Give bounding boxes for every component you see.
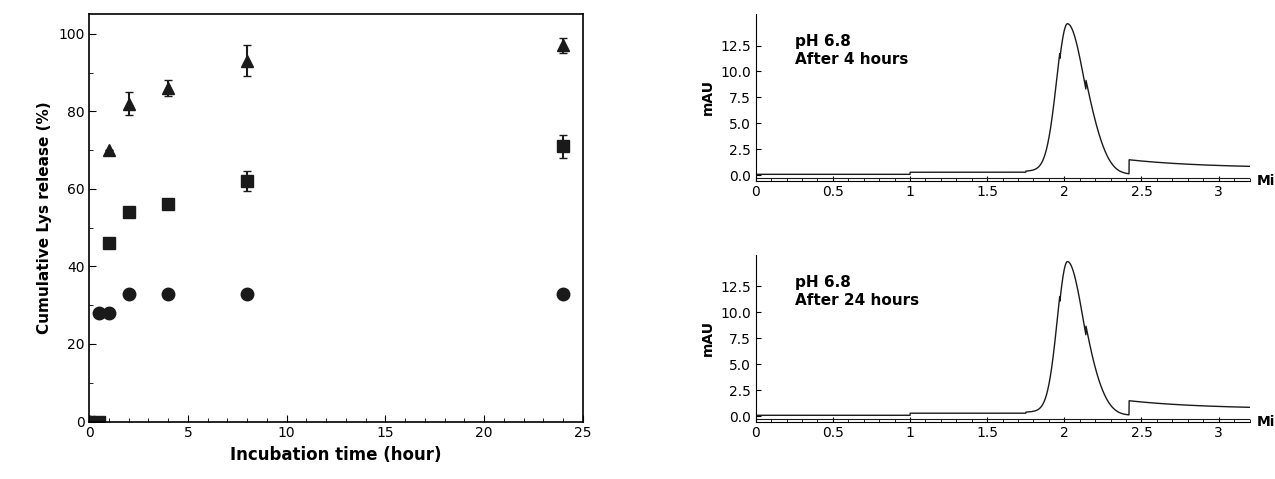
Text: Min: Min [1257, 414, 1275, 429]
Y-axis label: Cumulative Lys release (%): Cumulative Lys release (%) [37, 102, 52, 334]
Text: pH 6.8
After 4 hours: pH 6.8 After 4 hours [796, 34, 909, 67]
Text: Min: Min [1257, 173, 1275, 188]
Text: pH 6.8
After 24 hours: pH 6.8 After 24 hours [796, 275, 919, 308]
Y-axis label: mAU: mAU [700, 320, 714, 356]
X-axis label: Incubation time (hour): Incubation time (hour) [231, 446, 442, 464]
Y-axis label: mAU: mAU [700, 80, 714, 115]
